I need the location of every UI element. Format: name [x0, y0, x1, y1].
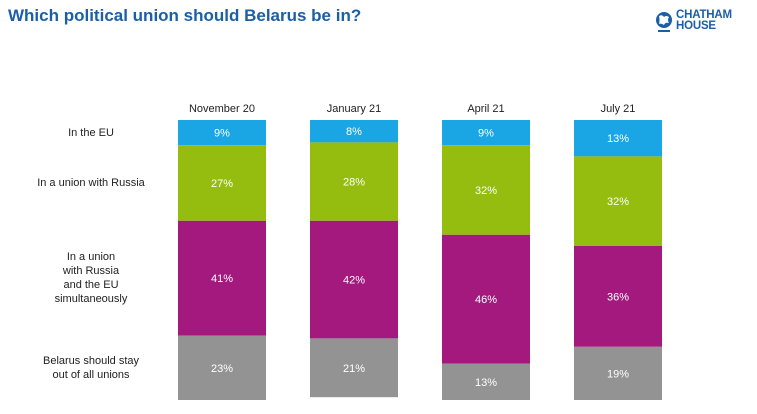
- data-label: 27%: [211, 178, 233, 190]
- bar-segment: [574, 246, 662, 347]
- bar-segment: [442, 234, 530, 364]
- category-label: April 21: [467, 103, 504, 115]
- bar-segment: [178, 145, 266, 221]
- data-label: 28%: [343, 177, 365, 189]
- bar-segment: [574, 156, 662, 246]
- logo-line-1: CHATHAM: [676, 9, 732, 21]
- chart-title: Which political union should Belarus be …: [8, 6, 362, 25]
- bar-segment: [178, 335, 266, 400]
- data-label: 19%: [607, 368, 629, 380]
- data-label: 9%: [478, 128, 494, 140]
- bar-segment: [178, 120, 266, 146]
- bar-segment: [442, 120, 530, 146]
- data-label: 9%: [214, 128, 230, 140]
- data-label: 32%: [607, 196, 629, 208]
- logo-wordmark: CHATHAM HOUSE: [676, 9, 756, 32]
- series-label-line: In the EU: [68, 126, 114, 139]
- bar-segment: [310, 142, 398, 221]
- bar-segment: [574, 120, 662, 157]
- data-label: 23%: [211, 363, 233, 375]
- series-label-line: In a union with Russia: [37, 177, 145, 189]
- series-label: In a union with Russia and the EU simultane…: [6, 250, 176, 306]
- series-label-line: Belarus should stay: [43, 354, 139, 367]
- category-label: November 20: [189, 103, 255, 115]
- data-label: 41%: [211, 273, 233, 285]
- series-label-line: simultaneously: [54, 293, 128, 306]
- data-label: 13%: [475, 377, 497, 389]
- data-label: 8%: [346, 126, 362, 138]
- series-label-line: with Russia: [62, 265, 120, 278]
- bar-segment: [178, 220, 266, 336]
- logo-line-2: HOUSE: [676, 20, 716, 32]
- series-label: In a union with Russia: [6, 176, 176, 190]
- series-label-line: In a union: [66, 251, 116, 264]
- category-label: January 21: [327, 103, 381, 115]
- bar-segment: [442, 145, 530, 235]
- bar-segment: [310, 338, 398, 398]
- data-label: 36%: [607, 291, 629, 303]
- series-label-line: and the EU: [63, 279, 119, 292]
- bar-segment: [574, 346, 662, 400]
- chatham-house-logo: CHATHAM HOUSE: [654, 9, 756, 40]
- data-label: 42%: [343, 275, 365, 287]
- data-label: 32%: [475, 185, 497, 197]
- data-label: 46%: [475, 294, 497, 306]
- data-label: 13%: [607, 133, 629, 145]
- series-label-line: out of all unions: [52, 368, 130, 381]
- globe-icon: [656, 12, 672, 32]
- series-label: In the EU: [6, 126, 176, 140]
- bar-segment: [310, 120, 398, 143]
- bar-segment: [310, 220, 398, 339]
- series-label: Belarus should stay out of all unions: [6, 354, 176, 382]
- data-label: 21%: [343, 363, 365, 375]
- category-label: July 21: [601, 103, 636, 115]
- bar-segment: [442, 363, 530, 400]
